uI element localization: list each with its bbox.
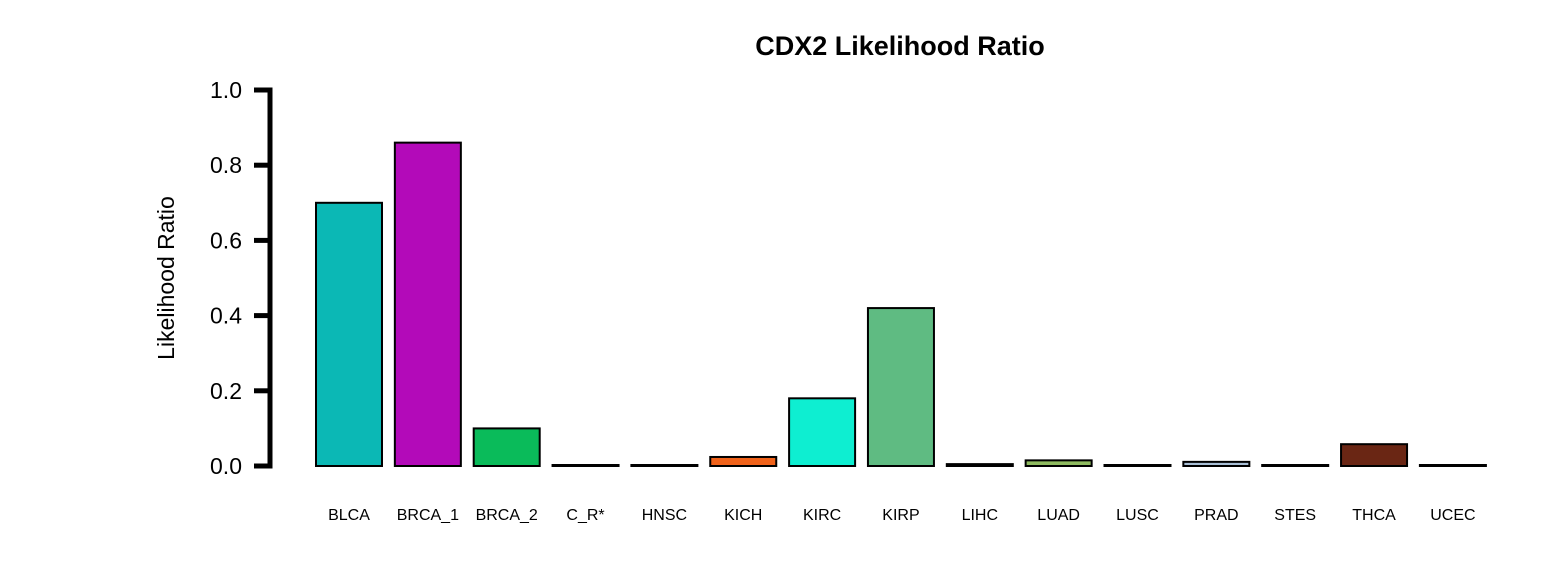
bar-prad bbox=[1182, 460, 1251, 468]
bars bbox=[315, 141, 1487, 468]
x-tick-label: KICH bbox=[724, 507, 762, 524]
bar-thca bbox=[1340, 443, 1409, 467]
x-tick-label: THCA bbox=[1352, 507, 1396, 524]
bar-stes bbox=[1261, 464, 1330, 467]
y-axis: 0.0 0.2 0.4 0.6 0.8 1.0 bbox=[210, 77, 273, 479]
bar-hnsc bbox=[630, 464, 699, 467]
x-tick-label: LUAD bbox=[1037, 507, 1080, 524]
y-tick-label: 1.0 bbox=[210, 77, 242, 103]
x-tick-label: C_R* bbox=[566, 507, 604, 524]
x-axis-labels: BLCA BRCA_1 BRCA_2 C_R* HNSC KICH KIRC KIRP LIHC… bbox=[328, 507, 1475, 524]
bar-ucec bbox=[1418, 464, 1487, 467]
x-tick-label: BLCA bbox=[328, 507, 370, 524]
bar-kirp bbox=[866, 307, 935, 467]
x-tick-label: UCEC bbox=[1430, 507, 1475, 524]
y-tick-label: 0.4 bbox=[210, 303, 242, 329]
y-tick-label: 0.8 bbox=[210, 152, 242, 178]
y-tick-label: 0.6 bbox=[210, 227, 242, 253]
x-tick-label: PRAD bbox=[1194, 507, 1238, 524]
bar-brca-2 bbox=[472, 427, 541, 467]
bar-blca bbox=[315, 201, 383, 468]
bar-lihc bbox=[945, 463, 1014, 467]
bar-kich bbox=[709, 455, 778, 468]
bar-luad bbox=[1024, 459, 1093, 467]
y-tick-label: 0.0 bbox=[210, 453, 242, 479]
y-tick-label: 0.2 bbox=[210, 378, 242, 404]
chart-title: CDX2 Likelihood Ratio bbox=[755, 31, 1045, 61]
x-tick-label: HNSC bbox=[642, 507, 687, 524]
x-tick-label: BRCA_1 bbox=[397, 507, 459, 524]
bar-kirc bbox=[788, 397, 857, 468]
x-tick-label: BRCA_2 bbox=[476, 507, 538, 524]
bar-c-r bbox=[551, 464, 620, 467]
x-tick-label: STES bbox=[1274, 507, 1316, 524]
bar-lusc bbox=[1103, 464, 1172, 467]
x-tick-label: LUSC bbox=[1116, 507, 1159, 524]
bar-brca-1 bbox=[393, 141, 462, 467]
x-tick-label: KIRP bbox=[882, 507, 919, 524]
y-axis-label: Likelihood Ratio bbox=[153, 196, 179, 360]
x-tick-label: LIHC bbox=[962, 507, 998, 524]
x-tick-label: KIRC bbox=[803, 507, 841, 524]
